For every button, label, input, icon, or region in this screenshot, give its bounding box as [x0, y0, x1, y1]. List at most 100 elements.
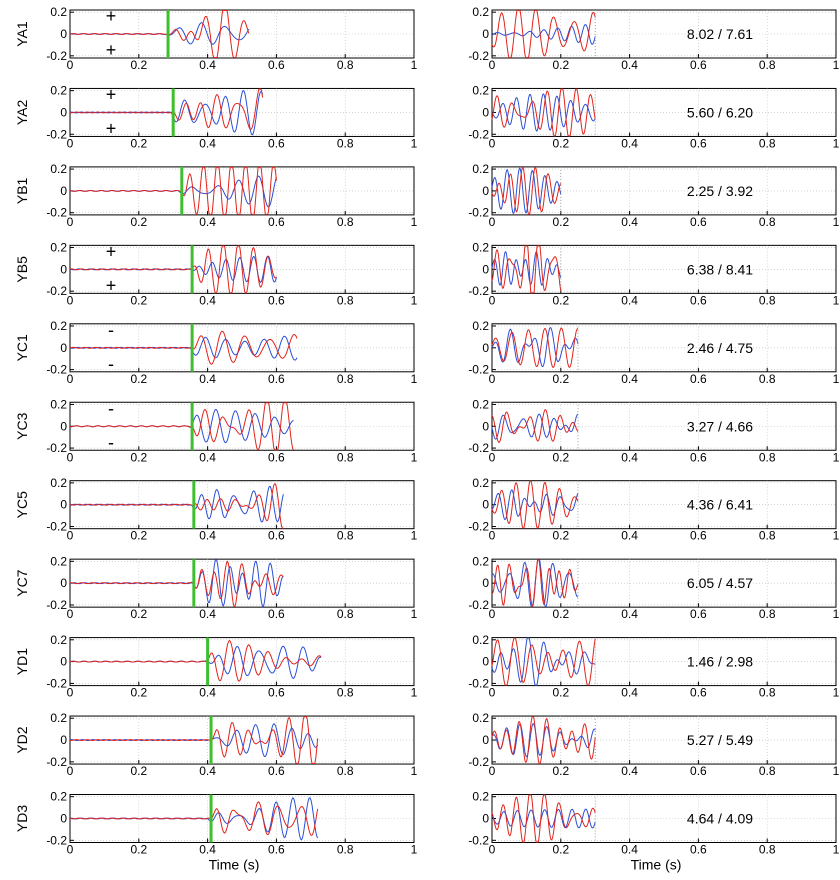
x-tick-label: 0.4	[621, 136, 638, 150]
x-tick-label: 0.6	[268, 372, 285, 386]
x-tick-label: 0.4	[621, 843, 638, 857]
polarity-sign-top: -	[108, 398, 114, 418]
y-tick-label: -0.2	[468, 363, 489, 377]
x-tick-label: 0.2	[130, 843, 147, 857]
series-blue-right	[491, 327, 579, 368]
y-tick-label: 0	[60, 27, 67, 41]
series-red-right	[491, 480, 579, 529]
y-tick-label: 0.2	[50, 84, 67, 98]
series-red-right	[491, 716, 596, 764]
panel-label: YB1	[14, 177, 30, 204]
x-tick-label: 1	[411, 136, 418, 150]
polarity-sign-top: -	[108, 320, 114, 340]
y-tick-label: 0	[482, 184, 489, 198]
panel-label: YC1	[14, 334, 30, 361]
ratio-annotation: 5.27 / 5.49	[687, 732, 753, 748]
panel-label: YD1	[14, 648, 30, 675]
x-tick-label: 0	[67, 843, 74, 857]
y-tick-label: -0.2	[468, 49, 489, 63]
polarity-sign-bottom: -	[108, 432, 114, 452]
x-tick-label: 0	[489, 607, 496, 621]
x-tick-label: 1	[833, 450, 840, 464]
y-tick-label: 0.2	[472, 319, 489, 333]
series-red-right	[491, 409, 579, 443]
series-red-left	[69, 560, 284, 607]
x-tick-label: 1	[411, 686, 418, 700]
x-tick-label: 0.4	[621, 450, 638, 464]
series-red-left	[69, 166, 277, 215]
x-tick-label: 0.8	[337, 764, 354, 778]
x-tick-label: 0.8	[337, 529, 354, 543]
series-red-right	[491, 166, 562, 215]
y-tick-label: -0.2	[468, 755, 489, 769]
x-tick-label: 0.6	[268, 293, 285, 307]
x-tick-label: 0.6	[268, 136, 285, 150]
x-tick-label: 0.2	[130, 764, 147, 778]
x-tick-label: 0.2	[552, 136, 569, 150]
x-tick-label: 0.2	[130, 529, 147, 543]
x-tick-label: 0.8	[337, 450, 354, 464]
series-red-left	[69, 482, 284, 529]
polarity-sign-top: +	[106, 241, 117, 261]
x-tick-label: 1	[833, 843, 840, 857]
y-tick-label: -0.2	[46, 676, 67, 690]
x-tick-label: 0.6	[690, 215, 707, 229]
x-tick-label: 0.6	[268, 843, 285, 857]
x-tick-label: 1	[411, 843, 418, 857]
x-tick-label: 0.6	[690, 607, 707, 621]
series-red-right	[491, 327, 579, 368]
y-tick-label: 0.2	[50, 476, 67, 490]
y-tick-label: 0.2	[472, 711, 489, 725]
y-tick-label: 0	[60, 655, 67, 669]
series-blue-left	[70, 486, 284, 523]
x-tick-label: 0.8	[337, 607, 354, 621]
y-tick-label: 0.2	[50, 319, 67, 333]
y-tick-label: 0	[60, 184, 67, 198]
x-tick-label: 1	[833, 764, 840, 778]
x-axis-title-left: Time (s)	[209, 857, 260, 873]
y-tick-label: -0.2	[46, 363, 67, 377]
series-blue-right	[491, 24, 596, 45]
x-tick-label: 0.6	[268, 529, 285, 543]
x-tick-label: 0.2	[130, 215, 147, 229]
polarity-sign-top: +	[106, 84, 117, 104]
x-tick-label: 0.2	[552, 607, 569, 621]
x-tick-label: 0	[489, 372, 496, 386]
x-tick-label: 0.2	[552, 764, 569, 778]
x-tick-label: 0.4	[621, 686, 638, 700]
y-tick-label: -0.2	[46, 206, 67, 220]
x-tick-label: 0.4	[621, 372, 638, 386]
x-tick-label: 0.4	[199, 293, 216, 307]
y-tick-label: 0	[482, 576, 489, 590]
series-red-left	[69, 639, 322, 682]
x-tick-label: 0.8	[759, 843, 776, 857]
x-tick-label: 0.6	[268, 58, 285, 72]
polarity-sign-bottom: +	[106, 118, 117, 138]
x-tick-label: 0.4	[199, 372, 216, 386]
y-tick-label: 0	[482, 498, 489, 512]
x-tick-label: 0	[489, 215, 496, 229]
x-tick-label: 0.4	[199, 450, 216, 464]
x-tick-label: 0.2	[552, 529, 569, 543]
x-tick-label: 1	[833, 529, 840, 543]
x-tick-label: 1	[833, 686, 840, 700]
panel-label: YD2	[14, 726, 30, 753]
polarity-sign-top: +	[106, 6, 117, 26]
y-tick-label: 0.2	[472, 84, 489, 98]
panel-label: YB5	[14, 256, 30, 283]
x-tick-label: 0.6	[690, 136, 707, 150]
ratio-annotation: 1.46 / 2.98	[687, 654, 753, 670]
x-tick-label: 0.4	[621, 293, 638, 307]
x-tick-label: 0	[67, 607, 74, 621]
x-tick-label: 0.8	[759, 136, 776, 150]
x-tick-label: 0	[489, 529, 496, 543]
x-tick-label: 0.8	[759, 529, 776, 543]
x-tick-label: 1	[833, 293, 840, 307]
x-tick-label: 0	[489, 843, 496, 857]
x-tick-label: 0	[67, 372, 74, 386]
y-tick-label: 0	[482, 262, 489, 276]
y-tick-label: 0	[60, 105, 67, 119]
x-tick-label: 0.6	[268, 686, 285, 700]
x-tick-label: 0.6	[268, 450, 285, 464]
series-red-right	[491, 559, 579, 607]
